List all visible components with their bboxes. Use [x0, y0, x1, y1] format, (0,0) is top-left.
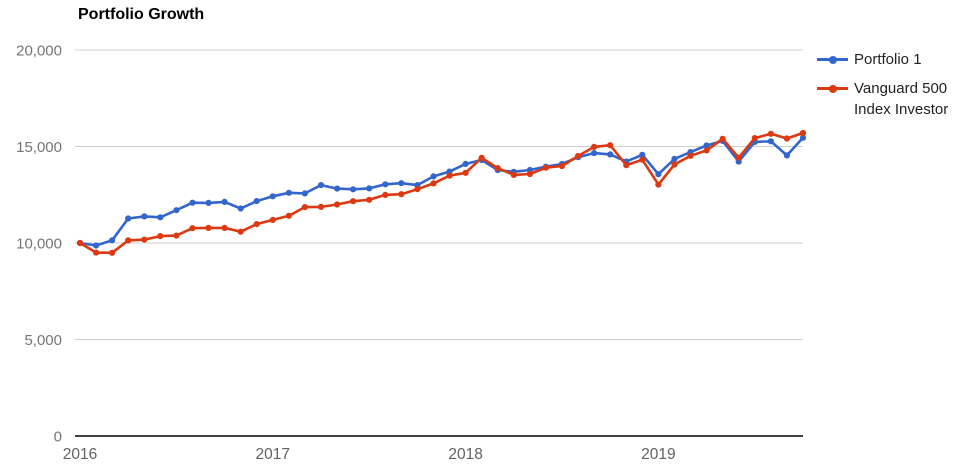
data-point	[398, 191, 405, 198]
legend-line-marker-icon	[817, 49, 848, 70]
series-line-1	[79, 131, 804, 255]
data-point	[591, 143, 598, 150]
y-tick-label: 0	[54, 429, 62, 446]
data-point	[639, 151, 646, 158]
data-point	[285, 189, 292, 196]
data-point	[703, 142, 710, 149]
series-line-0	[79, 136, 804, 247]
data-point	[671, 155, 678, 162]
data-point	[575, 152, 582, 160]
data-point	[783, 152, 791, 159]
data-point	[221, 198, 228, 205]
data-point	[510, 171, 517, 178]
data-point	[639, 156, 646, 163]
data-point	[558, 162, 566, 170]
data-point	[205, 224, 212, 231]
data-point	[607, 151, 614, 158]
y-tick-label: 20,000	[16, 43, 62, 60]
data-point	[125, 215, 132, 222]
data-point	[478, 154, 485, 161]
x-tick-label: 2019	[641, 446, 675, 463]
data-point	[799, 129, 807, 137]
y-tick-label: 10,000	[16, 236, 62, 253]
data-point	[237, 228, 244, 235]
data-point	[655, 181, 662, 188]
data-point	[462, 169, 469, 176]
data-point	[157, 214, 164, 221]
data-point	[366, 196, 373, 203]
data-point	[253, 221, 260, 228]
data-point	[687, 152, 694, 159]
data-point	[430, 173, 437, 180]
data-point	[76, 239, 84, 247]
data-point	[735, 154, 742, 161]
data-point	[237, 205, 244, 212]
data-point	[623, 162, 630, 169]
legend-item-vanguard-500: Vanguard 500 Index Investor	[817, 78, 963, 120]
data-point	[301, 204, 308, 211]
data-point	[285, 212, 292, 219]
x-tick-label: 2017	[256, 446, 290, 463]
data-point	[382, 181, 389, 188]
data-point	[334, 201, 341, 208]
data-point	[607, 142, 614, 149]
data-point	[109, 249, 116, 256]
data-point	[350, 198, 357, 205]
data-point	[205, 199, 212, 206]
data-point	[430, 180, 437, 187]
legend-item-portfolio-1: Portfolio 1	[817, 49, 963, 70]
data-point	[767, 130, 775, 137]
data-point	[494, 165, 501, 172]
data-point	[269, 216, 276, 223]
data-point	[317, 203, 325, 210]
data-point	[141, 236, 148, 243]
data-point	[141, 213, 148, 220]
data-point	[125, 237, 132, 244]
data-point	[173, 207, 180, 214]
y-tick-label: 15,000	[16, 139, 62, 156]
data-point	[334, 185, 341, 192]
data-point	[591, 150, 598, 157]
data-point	[269, 193, 276, 200]
data-point	[382, 191, 389, 198]
data-point	[655, 171, 662, 178]
x-tick-label: 2018	[448, 446, 482, 463]
data-point	[526, 170, 534, 178]
x-tick-label: 2016	[63, 446, 97, 463]
data-point	[189, 225, 196, 232]
data-point	[157, 233, 164, 240]
data-point	[398, 180, 405, 187]
data-point	[93, 242, 100, 249]
data-point	[542, 164, 550, 171]
data-point	[253, 198, 260, 205]
data-point	[783, 135, 791, 142]
data-point	[703, 147, 710, 154]
data-point	[446, 172, 453, 179]
y-tick-label: 5,000	[24, 332, 62, 349]
legend: Portfolio 1 Vanguard 500 Index Investor	[817, 49, 963, 120]
data-point	[751, 135, 758, 142]
chart-title: Portfolio Growth	[78, 6, 205, 23]
data-point	[189, 199, 196, 206]
data-point	[414, 186, 421, 193]
data-point	[671, 161, 678, 168]
data-point	[350, 186, 357, 193]
data-point	[799, 134, 807, 141]
data-point	[366, 185, 373, 192]
data-point	[173, 232, 180, 239]
data-point	[317, 182, 325, 189]
data-point	[301, 190, 308, 197]
legend-line-marker-icon	[817, 78, 848, 99]
data-point	[767, 138, 775, 145]
data-point	[221, 224, 228, 231]
legend-label-portfolio-1: Portfolio 1	[854, 51, 922, 68]
data-point	[93, 249, 100, 256]
data-point	[719, 135, 726, 142]
legend-label-vanguard-500: Vanguard 500 Index Investor	[854, 80, 949, 118]
data-point	[109, 237, 116, 244]
data-point	[462, 160, 469, 167]
